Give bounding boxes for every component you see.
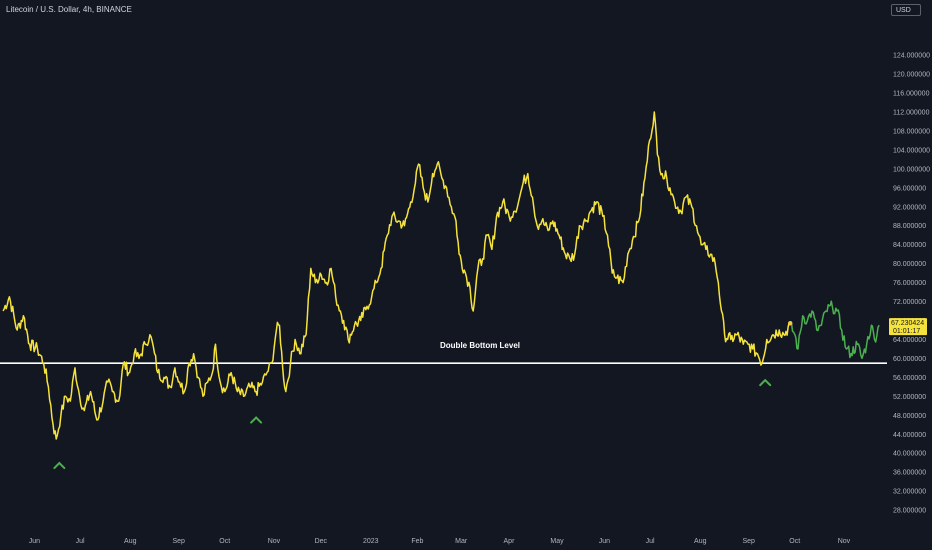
current-price-value: 67.230424 [891,320,924,327]
y-axis-tick-label: 52.000000 [893,394,926,401]
chevron-up-icon [759,378,772,387]
last-close-dot [787,321,793,326]
y-axis-tick-label: 36.000000 [893,470,926,477]
x-axis-tick-label: Jun [599,538,610,545]
y-axis-tick-label: 40.000000 [893,451,926,458]
y-axis-tick-label: 88.000000 [893,223,926,230]
y-axis-tick-label: 76.000000 [893,280,926,287]
y-axis-tick-label: 56.000000 [893,375,926,382]
x-axis-tick-label: Oct [789,538,800,545]
y-axis-tick-label: 108.000000 [893,128,930,135]
double-bottom-label: Double Bottom Level [440,341,520,350]
x-axis-tick-label: Nov [268,538,281,545]
y-axis-tick-label: 96.000000 [893,185,926,192]
y-axis-tick-label: 120.000000 [893,72,930,79]
y-axis-tick-label: 64.000000 [893,337,926,344]
x-axis-tick-label: Aug [124,538,137,545]
chevron-up-icon [250,416,263,424]
x-axis-tick-label: 2023 [363,538,379,545]
x-axis-tick-label: Jul [76,538,85,545]
y-axis-tick-label: 80.000000 [893,261,926,268]
x-axis-tick-label: Oct [219,538,230,545]
y-axis-tick-label: 84.000000 [893,242,926,249]
price-series-line-1 [2,111,791,440]
price-series-line-2 [789,300,880,360]
x-axis-tick-label: Mar [455,538,468,545]
y-axis-tick-label: 100.000000 [893,166,930,173]
y-axis-tick-label: 28.000000 [893,508,926,515]
y-axis-tick-label: 116.000000 [893,91,930,98]
y-axis-tick-label: 44.000000 [893,432,926,439]
y-axis-tick-label: 104.000000 [893,147,930,154]
x-axis-tick-label: Sep [742,538,755,545]
x-axis-tick-label: Sep [172,538,185,545]
chevron-up-icon [53,461,66,470]
x-axis-tick-label: Jun [29,538,40,545]
y-axis-tick-label: 92.000000 [893,204,926,211]
x-axis-tick-label: Apr [504,538,516,545]
y-axis-tick-label: 32.000000 [893,489,926,496]
current-price-badge [889,318,927,336]
x-axis-tick-label: Nov [838,538,851,545]
x-axis-tick-label: May [550,538,564,545]
y-axis-tick-label: 72.000000 [893,299,926,306]
y-axis-tick-label: 48.000000 [893,413,926,420]
currency-button[interactable]: USD [891,4,921,16]
y-axis-tick-label: 124.000000 [893,53,930,60]
y-axis-tick-label: 112.000000 [893,109,930,116]
x-axis-tick-label: Jul [646,538,655,545]
x-axis-tick-label: Dec [315,538,328,545]
bar-countdown: 01:01:17 [893,328,920,335]
x-axis-tick-label: Feb [411,538,423,545]
chart-title: Litecoin / U.S. Dollar, 4h, BINANCE [6,5,132,14]
y-axis-tick-label: 60.000000 [893,356,926,363]
x-axis-tick-label: Aug [694,538,707,545]
